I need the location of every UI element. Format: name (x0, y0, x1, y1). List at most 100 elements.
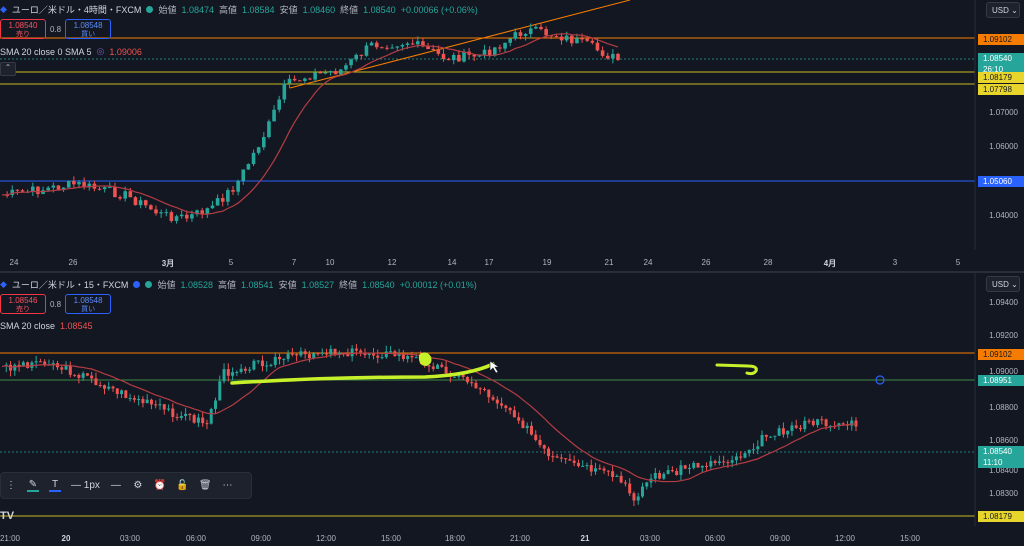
bottom-sma-legend[interactable]: SMA 20 close 1.08545 (0, 321, 93, 331)
highlighter-note (715, 363, 758, 376)
drag-handle-icon[interactable]: ⋮ (6, 480, 16, 491)
candlestick (401, 349, 405, 362)
candlestick (523, 33, 528, 41)
currency-selector[interactable]: USD ⌄ (986, 276, 1020, 292)
candlestick (192, 413, 196, 424)
candlestick (811, 418, 815, 427)
candlestick (555, 453, 559, 459)
candlestick (518, 29, 523, 40)
candlestick (605, 52, 610, 60)
candlestick (236, 179, 240, 196)
time-axis-label: 24 (643, 258, 653, 267)
candlestick (641, 482, 644, 498)
time-axis-label: 09:00 (250, 534, 272, 543)
candlestick (483, 387, 487, 392)
candlestick (226, 187, 230, 206)
sell-button[interactable]: 1.08540 売り (0, 19, 46, 39)
high-label: 高値 (219, 5, 238, 15)
line-width-button[interactable]: — 1px (71, 480, 100, 491)
current-price-tag: 1.08540 26:10 (978, 53, 1024, 75)
more-options-icon[interactable]: ⋯ (222, 480, 233, 491)
indicator-settings-icon[interactable]: ◎ (96, 46, 105, 56)
open-label: 始値 (157, 280, 176, 290)
spread-value: 0.8 (50, 299, 62, 309)
text-color-icon[interactable]: T (49, 479, 61, 492)
bottom-symbol-legend: ◆ ユーロ／米ドル・15・FXCM 始値 1.08528 高値 1.08541 安値… (0, 278, 477, 291)
line-color-icon[interactable]: ✎ (27, 479, 39, 492)
candlestick (308, 77, 312, 80)
candlestick (209, 407, 213, 425)
buy-button[interactable]: 1.08548 買い (65, 19, 112, 39)
candlestick (807, 418, 811, 424)
price-axis-label: 1.08400 (989, 466, 1018, 475)
candlestick (385, 45, 389, 51)
candlestick (81, 371, 85, 381)
tradingview-logo-icon[interactable]: TV (0, 510, 15, 522)
candlestick (218, 375, 222, 401)
candlestick (299, 347, 303, 358)
candlestick (457, 50, 461, 62)
candlestick (503, 42, 507, 53)
candlestick (72, 176, 76, 189)
pane-divider[interactable] (0, 271, 1024, 273)
chart-pane-15m[interactable]: ◆ ユーロ／米ドル・15・FXCM 始値 1.08528 高値 1.08541 安値… (0, 273, 1024, 546)
alert-icon[interactable]: ⏰ (153, 480, 167, 491)
settings-gear-icon[interactable]: ⚙ (133, 480, 143, 491)
candlestick (568, 453, 572, 461)
horizontal-line-tag: 1.08951 (978, 375, 1024, 386)
candlestick (20, 189, 25, 192)
sma-label: SMA 20 close 0 SMA 5 (0, 46, 92, 57)
candlestick (102, 186, 107, 193)
candlestick (222, 363, 226, 384)
top-symbol-title[interactable]: ユーロ／米ドル・4時間・FXCM (11, 5, 142, 15)
candlestick (594, 462, 598, 475)
sell-button[interactable]: 1.08546 売り (0, 294, 46, 314)
candlestick (269, 363, 273, 368)
candlestick (115, 388, 119, 399)
lock-icon[interactable]: 🔓 (176, 480, 189, 491)
candlestick (346, 348, 350, 357)
candlestick (833, 421, 837, 429)
bottom-plot-area[interactable] (0, 273, 1024, 546)
chart-pane-4h[interactable]: ◆ ユーロ／米ドル・4時間・FXCM 始値 1.08474 高値 1.08584 安… (0, 0, 1024, 271)
candlestick (369, 41, 374, 46)
candlestick (662, 472, 666, 480)
candlestick (205, 207, 210, 218)
candlestick (179, 411, 183, 421)
time-axis-label: 12:00 (315, 534, 337, 543)
line-style-icon[interactable]: — (110, 480, 121, 491)
candlestick (359, 54, 364, 60)
candlestick (837, 422, 841, 431)
candlestick (77, 373, 81, 384)
candlestick (390, 44, 394, 49)
candlestick (113, 182, 117, 198)
candlestick (231, 185, 235, 195)
currency-selector[interactable]: USD ⌄ (986, 2, 1020, 18)
candlestick (820, 416, 824, 425)
candlestick (645, 481, 649, 490)
top-sma-legend[interactable]: SMA 20 close 0 SMA 5 ◎ 1.09006 (0, 46, 142, 57)
candlestick (781, 422, 785, 438)
candlestick (606, 470, 610, 477)
candlestick (570, 34, 574, 47)
candlestick (133, 196, 138, 206)
trash-icon[interactable]: 🗑 (198, 480, 212, 491)
candlestick (66, 180, 71, 189)
time-axis-label: 18:00 (444, 534, 466, 543)
low-value: 1.08460 (302, 4, 336, 15)
bottom-symbol-title[interactable]: ユーロ／米ドル・15・FXCM (11, 280, 129, 290)
collapse-legend-icon[interactable]: ⌃ (0, 62, 16, 76)
candlestick (171, 403, 175, 423)
time-axis-label: 21:00 (509, 534, 531, 543)
trend-line (289, 0, 631, 89)
candlestick (164, 208, 169, 217)
candlestick (794, 419, 798, 429)
candlestick (436, 363, 440, 370)
candlestick (512, 405, 516, 418)
candlestick (734, 453, 738, 466)
top-plot-area[interactable] (0, 0, 1024, 271)
candlestick (354, 53, 358, 62)
time-axis-label: 15:00 (380, 534, 402, 543)
buy-button[interactable]: 1.08548 買い (65, 294, 112, 314)
candlestick (786, 430, 790, 439)
